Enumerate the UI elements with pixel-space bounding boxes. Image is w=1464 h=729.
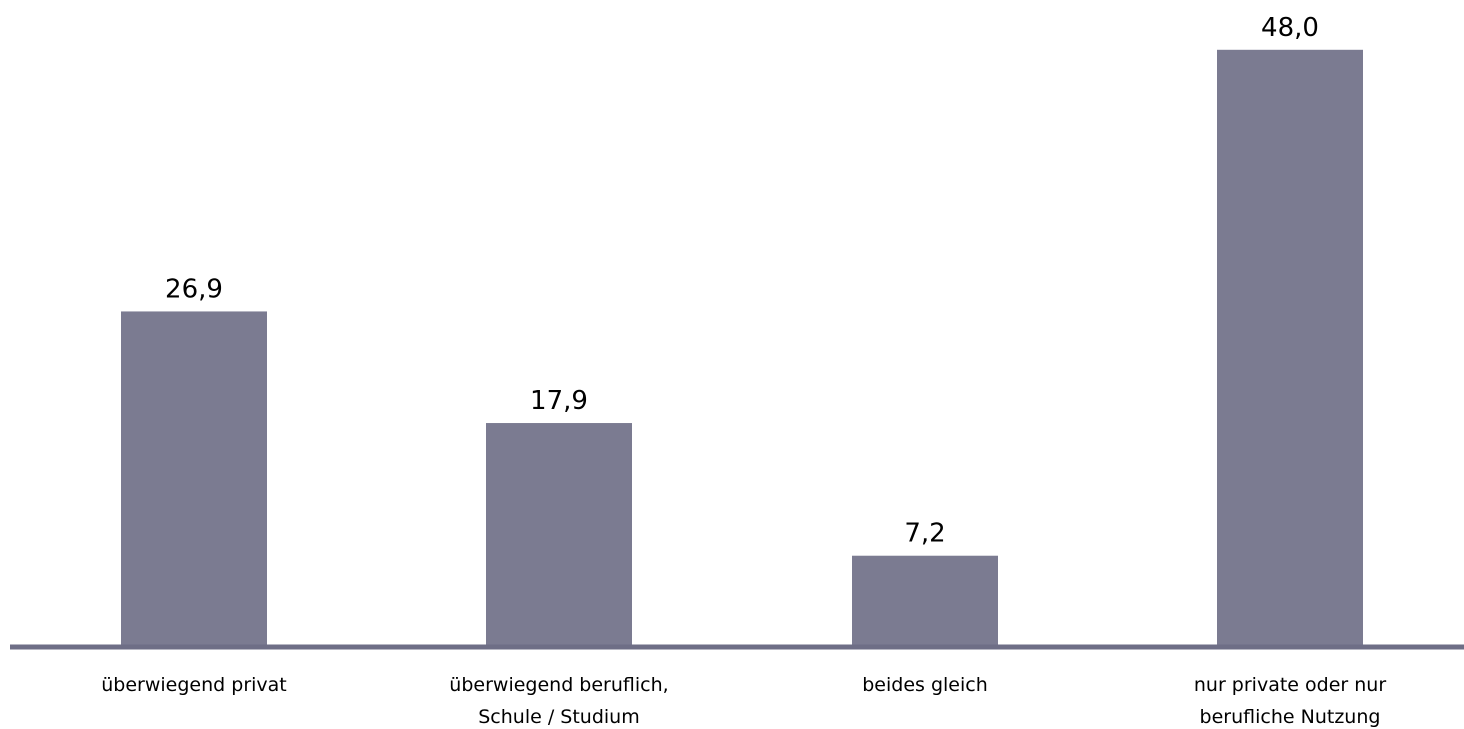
bars-group bbox=[121, 49, 1363, 646]
category-label-line: überwiegend beruflich, bbox=[449, 674, 668, 696]
category-label-line: überwiegend privat bbox=[101, 674, 287, 696]
category-label-1: überwiegend privat bbox=[101, 674, 287, 696]
category-label-line: Schule / Studium bbox=[478, 706, 639, 728]
category-labels-group: überwiegend privat überwiegend beruflich,… bbox=[101, 674, 1386, 728]
bar-1 bbox=[121, 311, 267, 645]
value-label-4: 48,0 bbox=[1261, 13, 1319, 43]
category-label-2: überwiegend beruflich, Schule / Studium bbox=[449, 674, 668, 728]
category-label-line: berufliche Nutzung bbox=[1200, 706, 1381, 728]
bar-2 bbox=[486, 423, 632, 645]
bar-4 bbox=[1217, 49, 1363, 646]
bar-3 bbox=[852, 555, 998, 645]
value-labels-group: 26,9 17,9 7,2 48,0 bbox=[165, 13, 1319, 549]
category-label-3: beides gleich bbox=[862, 674, 988, 696]
value-label-2: 17,9 bbox=[530, 386, 588, 416]
category-label-line: beides gleich bbox=[862, 674, 988, 696]
value-label-3: 7,2 bbox=[904, 519, 945, 549]
category-label-line: nur private oder nur bbox=[1194, 674, 1386, 696]
category-label-4: nur private oder nur berufliche Nutzung bbox=[1194, 674, 1386, 728]
value-label-1: 26,9 bbox=[165, 274, 223, 304]
